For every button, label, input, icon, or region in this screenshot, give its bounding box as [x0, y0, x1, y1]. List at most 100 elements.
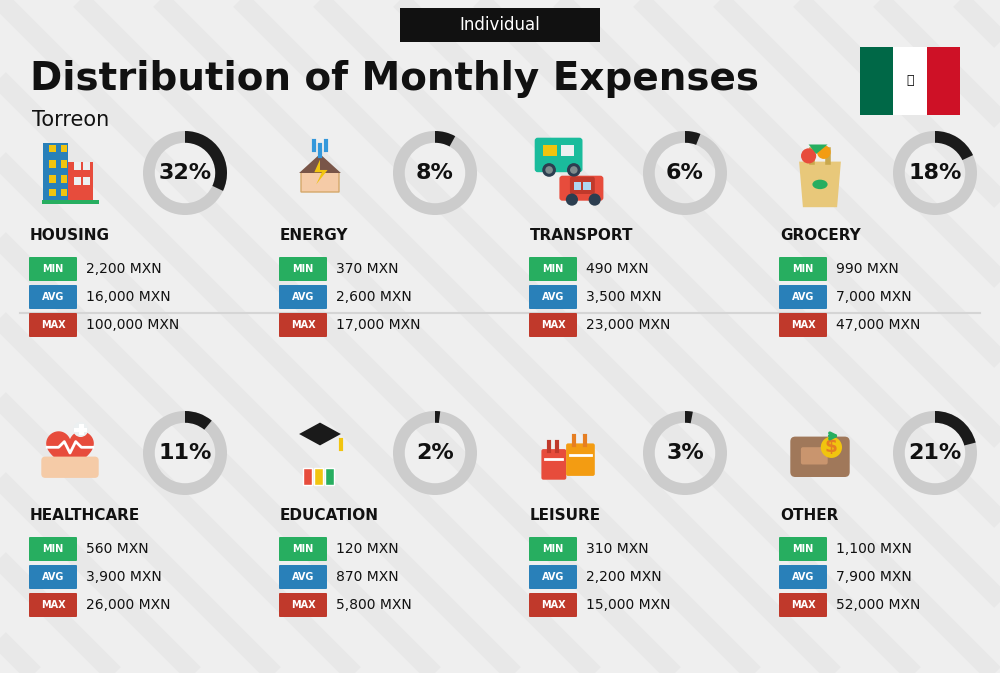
Circle shape: [589, 194, 601, 206]
Polygon shape: [314, 160, 328, 184]
FancyBboxPatch shape: [279, 313, 327, 337]
Bar: [74, 177, 81, 185]
Text: LEISURE: LEISURE: [530, 507, 601, 522]
FancyBboxPatch shape: [279, 285, 327, 309]
Text: 7,000 MXN: 7,000 MXN: [836, 290, 912, 304]
Bar: [860, 47, 893, 115]
Polygon shape: [47, 432, 93, 474]
Circle shape: [545, 166, 553, 174]
Text: AVG: AVG: [542, 572, 564, 582]
Text: 490 MXN: 490 MXN: [586, 262, 649, 276]
Bar: [310, 430, 330, 439]
FancyBboxPatch shape: [29, 313, 77, 337]
Text: AVG: AVG: [542, 292, 564, 302]
Text: AVG: AVG: [292, 292, 314, 302]
Wedge shape: [435, 131, 455, 147]
Text: 52,000 MXN: 52,000 MXN: [836, 598, 920, 612]
Bar: [49, 175, 56, 183]
Text: 16,000 MXN: 16,000 MXN: [86, 290, 171, 304]
Text: OTHER: OTHER: [780, 507, 838, 522]
Bar: [79, 424, 84, 435]
Text: 18%: 18%: [908, 163, 962, 183]
Wedge shape: [685, 411, 693, 423]
Text: Individual: Individual: [460, 16, 540, 34]
Polygon shape: [299, 154, 341, 173]
FancyBboxPatch shape: [779, 313, 827, 337]
Circle shape: [801, 148, 816, 164]
FancyBboxPatch shape: [779, 537, 827, 561]
FancyBboxPatch shape: [529, 565, 577, 589]
Text: MAX: MAX: [41, 600, 65, 610]
Wedge shape: [893, 131, 977, 215]
Text: MIN: MIN: [42, 264, 64, 274]
Text: AVG: AVG: [292, 572, 314, 582]
Circle shape: [566, 194, 578, 206]
Text: MIN: MIN: [542, 544, 564, 554]
Bar: [560, 145, 574, 156]
Text: 1,100 MXN: 1,100 MXN: [836, 542, 912, 556]
Polygon shape: [809, 145, 828, 154]
FancyBboxPatch shape: [570, 177, 595, 194]
Bar: [893, 47, 927, 115]
Bar: [303, 468, 312, 485]
Text: MIN: MIN: [792, 544, 814, 554]
Text: MAX: MAX: [291, 320, 315, 330]
FancyBboxPatch shape: [541, 449, 566, 480]
Bar: [583, 182, 591, 190]
Bar: [314, 468, 323, 485]
Circle shape: [570, 166, 578, 174]
Text: Torreon: Torreon: [32, 110, 109, 130]
Bar: [325, 468, 334, 485]
Text: 47,000 MXN: 47,000 MXN: [836, 318, 920, 332]
Text: 2,200 MXN: 2,200 MXN: [586, 570, 662, 584]
Text: 3%: 3%: [666, 443, 704, 463]
Text: 15,000 MXN: 15,000 MXN: [586, 598, 670, 612]
FancyBboxPatch shape: [529, 285, 577, 309]
Wedge shape: [935, 131, 973, 160]
Bar: [927, 47, 960, 115]
FancyBboxPatch shape: [279, 593, 327, 617]
Text: MIN: MIN: [792, 264, 814, 274]
Wedge shape: [435, 411, 440, 423]
Text: 560 MXN: 560 MXN: [86, 542, 149, 556]
Text: MAX: MAX: [791, 320, 815, 330]
Text: AVG: AVG: [42, 292, 64, 302]
Text: 2%: 2%: [416, 443, 454, 463]
Bar: [60, 175, 67, 183]
FancyBboxPatch shape: [29, 537, 77, 561]
Wedge shape: [393, 411, 477, 495]
FancyBboxPatch shape: [779, 285, 827, 309]
Wedge shape: [143, 411, 227, 495]
Bar: [83, 162, 90, 170]
Text: GROCERY: GROCERY: [780, 227, 861, 242]
Text: MAX: MAX: [291, 600, 315, 610]
Circle shape: [542, 163, 556, 177]
Wedge shape: [685, 131, 700, 145]
Text: HOUSING: HOUSING: [30, 227, 110, 242]
Text: 17,000 MXN: 17,000 MXN: [336, 318, 420, 332]
Text: 32%: 32%: [158, 163, 212, 183]
FancyBboxPatch shape: [790, 437, 850, 477]
FancyBboxPatch shape: [529, 593, 577, 617]
Text: 26,000 MXN: 26,000 MXN: [86, 598, 170, 612]
FancyBboxPatch shape: [779, 593, 827, 617]
Text: MAX: MAX: [541, 600, 565, 610]
FancyBboxPatch shape: [279, 537, 327, 561]
Text: 5,800 MXN: 5,800 MXN: [336, 598, 412, 612]
Text: HEALTHCARE: HEALTHCARE: [30, 507, 140, 522]
Text: MIN: MIN: [42, 544, 64, 554]
Wedge shape: [393, 131, 477, 215]
Text: AVG: AVG: [42, 572, 64, 582]
Ellipse shape: [812, 180, 828, 189]
FancyBboxPatch shape: [801, 447, 828, 464]
FancyBboxPatch shape: [29, 565, 77, 589]
Text: 870 MXN: 870 MXN: [336, 570, 399, 584]
Text: 3,900 MXN: 3,900 MXN: [86, 570, 162, 584]
Bar: [49, 145, 56, 153]
FancyBboxPatch shape: [279, 257, 327, 281]
Wedge shape: [143, 131, 227, 215]
Text: MIN: MIN: [292, 544, 314, 554]
Text: 310 MXN: 310 MXN: [586, 542, 649, 556]
Text: 120 MXN: 120 MXN: [336, 542, 399, 556]
Text: 3,500 MXN: 3,500 MXN: [586, 290, 662, 304]
